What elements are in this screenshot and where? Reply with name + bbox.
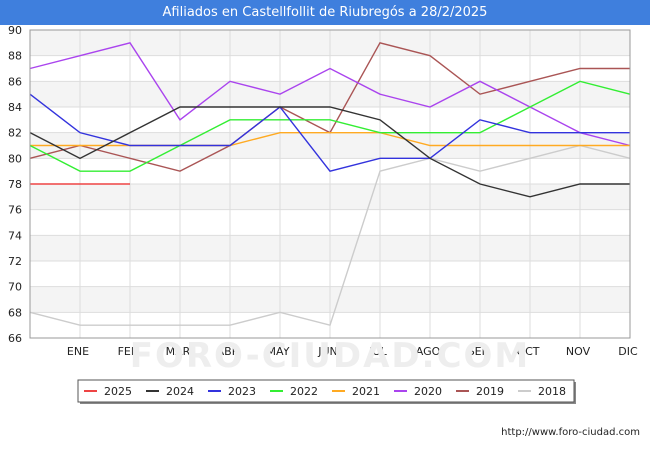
legend-label: 2025 — [104, 385, 132, 398]
x-tick-label: ABR — [217, 345, 240, 358]
y-tick-label: 84 — [8, 101, 22, 114]
x-tick-label: MAR — [166, 345, 191, 358]
legend-label: 2020 — [414, 385, 442, 398]
series-line-2024 — [29, 106, 630, 198]
y-tick-label: 68 — [8, 306, 22, 319]
x-tick-label: SEP — [468, 345, 489, 358]
legend-label: 2022 — [290, 385, 318, 398]
legend-label: 2024 — [166, 385, 194, 398]
y-tick-label: 66 — [8, 332, 22, 345]
legend-label: 2021 — [352, 385, 380, 398]
y-tick-label: 72 — [8, 255, 22, 268]
plot-frame — [29, 29, 631, 339]
legend-box — [77, 379, 575, 403]
y-tick-label: 76 — [8, 204, 22, 217]
legend-label: 2019 — [476, 385, 504, 398]
x-tick-label: AGO — [416, 345, 441, 358]
y-tick-label: 74 — [8, 229, 22, 242]
series-line-2023 — [29, 93, 630, 172]
line-chart: 66 68 70 72 74 76 78 80 82 84 86 88 90 ENE FEB MAR ABR MA… — [8, 25, 638, 404]
series-line-2022 — [29, 80, 631, 172]
watermark: FORO-CIUDAD.COM — [130, 336, 531, 376]
y-tick-label: 82 — [8, 127, 22, 140]
x-tick-label: JUL — [368, 345, 387, 358]
x-tick-label: DIC — [618, 345, 638, 358]
source-url: http://www.foro-ciudad.com — [501, 427, 640, 438]
legend-label: 2018 — [538, 385, 566, 398]
series-line-2018 — [29, 144, 631, 327]
x-tick-label: MAY — [267, 345, 290, 358]
x-tick-label: OCT — [516, 345, 539, 358]
x-tick-label: FEB — [118, 345, 139, 358]
legend-label: 2023 — [228, 385, 256, 398]
y-tick-label: 90 — [8, 25, 22, 37]
y-tick-label: 78 — [8, 178, 22, 191]
x-tick-label: NOV — [566, 345, 591, 358]
chart-title: Afiliados en Castellfollit de Riubregós … — [0, 0, 650, 25]
x-tick-label: ENE — [67, 345, 89, 358]
y-tick-label: 70 — [8, 281, 22, 294]
x-tick-label: JUN — [317, 345, 338, 358]
y-tick-label: 86 — [8, 75, 22, 88]
y-tick-label: 80 — [8, 152, 22, 165]
y-tick-label: 88 — [8, 50, 22, 63]
